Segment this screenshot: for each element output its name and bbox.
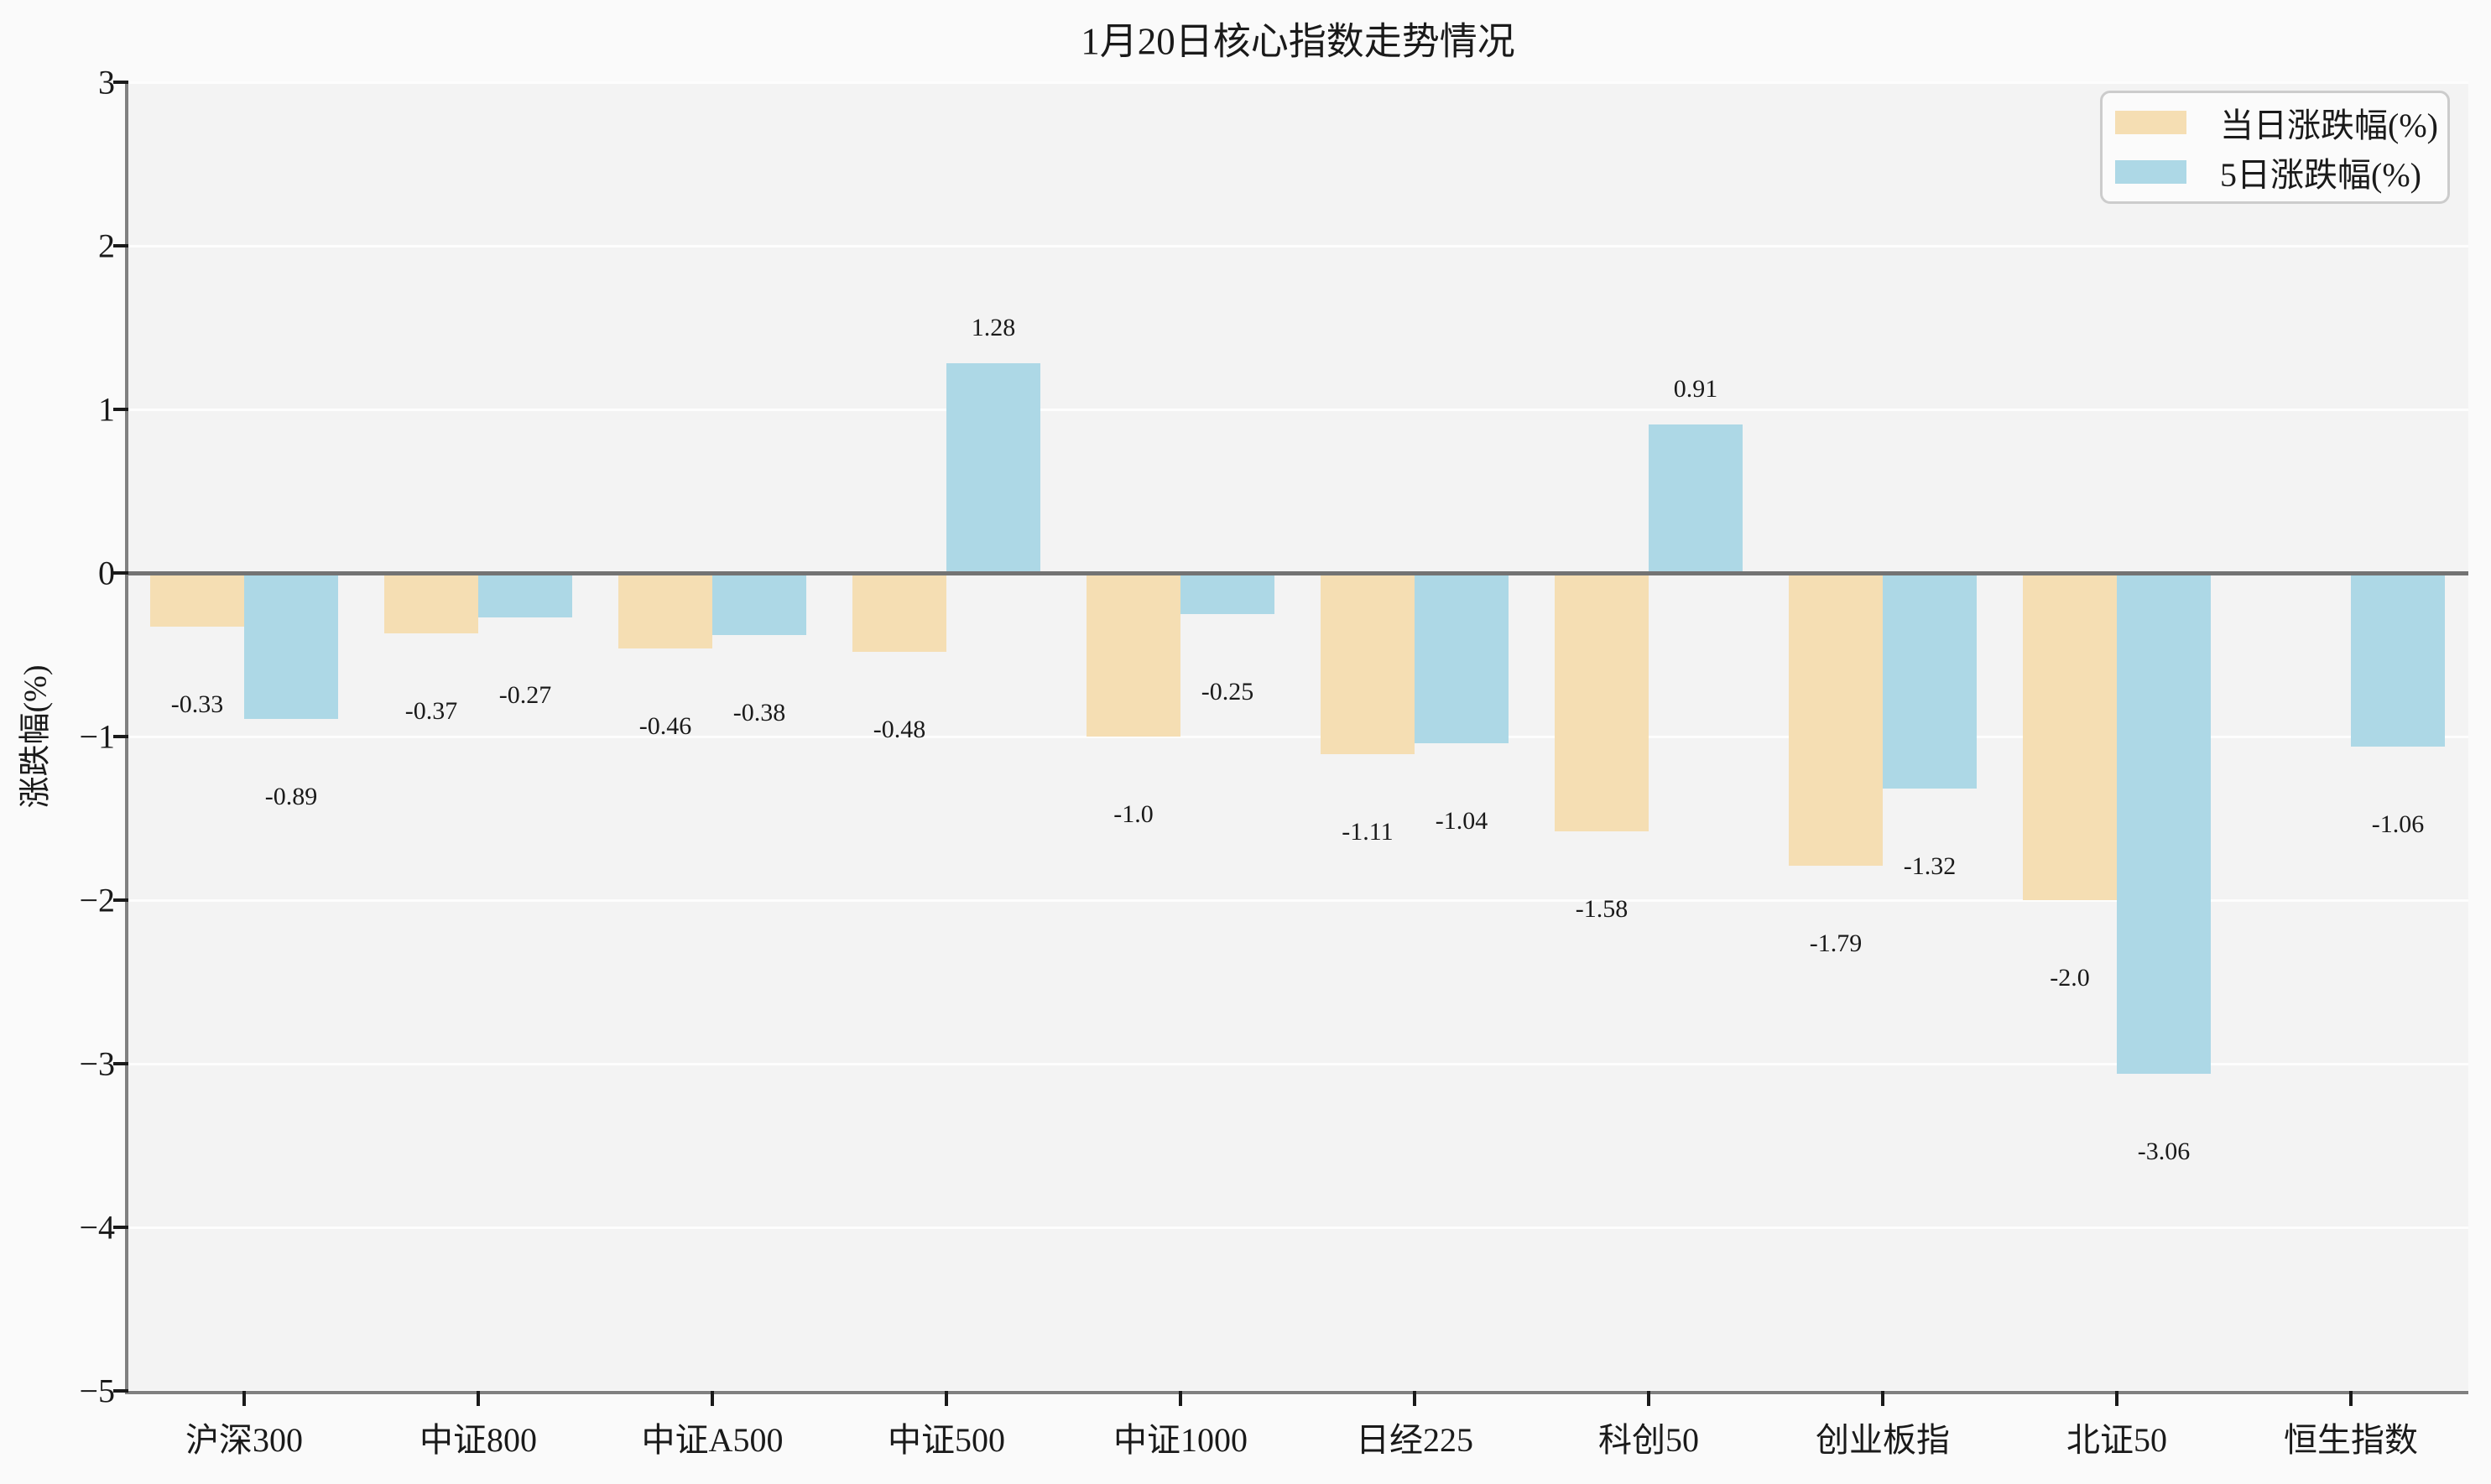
bar-value-label: -0.46 (638, 711, 692, 740)
y-tick-label: −4 (79, 1208, 115, 1247)
bar-daily-change (1555, 573, 1649, 832)
grid-line (128, 81, 2468, 84)
y-tick-label: 1 (98, 390, 115, 429)
bar-daily-change (852, 573, 946, 652)
bar-value-label: -0.33 (170, 690, 224, 719)
x-tick-mark (2349, 1391, 2353, 1406)
x-tick-label: 中证A500 (641, 1421, 784, 1459)
x-tick-label: 创业板指 (1816, 1421, 1950, 1459)
bar-5day-change (1649, 424, 1743, 573)
bar-value-label: -1.0 (1113, 800, 1154, 828)
bar-value-label: -1.06 (2371, 810, 2425, 838)
x-tick-mark (1179, 1391, 1182, 1406)
bar-daily-change (384, 573, 478, 634)
bar-value-label: -3.06 (2137, 1137, 2191, 1165)
bar-value-label: -1.79 (1809, 929, 1863, 958)
bar-5day-change (478, 573, 572, 617)
grid-line (128, 1226, 2468, 1229)
y-tick-mark (113, 408, 128, 411)
bar-5day-change (712, 573, 806, 636)
y-tick-mark (113, 244, 128, 247)
x-tick-mark (2115, 1391, 2118, 1406)
grid-line (128, 898, 2468, 902)
x-tick-mark (1413, 1391, 1416, 1406)
y-tick-label: −2 (79, 881, 115, 919)
x-tick-mark (945, 1391, 948, 1406)
grid-line (128, 1062, 2468, 1065)
bar-daily-change (150, 573, 244, 627)
bar-5day-change (946, 363, 1040, 573)
plot-area: -0.33 -0.37 -0.46 -0.48 -1.0 -1.11 -1.58 -1.79 -… (128, 81, 2468, 1393)
legend-swatch-5day (2115, 160, 2186, 185)
grid-line (128, 735, 2468, 738)
x-tick-mark (1647, 1391, 1650, 1406)
legend-item: 当日涨跌幅(%) (2115, 98, 2447, 147)
bar-value-label: -0.89 (264, 782, 318, 810)
x-tick-label: 科创50 (1598, 1421, 1699, 1459)
grid-line (128, 244, 2468, 247)
zero-baseline (128, 570, 2468, 575)
grid-line (128, 408, 2468, 411)
legend-label: 5日涨跌幅(%) (2220, 156, 2421, 195)
x-tick-label: 恒生指数 (2284, 1421, 2418, 1459)
bar-5day-change (244, 573, 338, 719)
x-tick-label: 沪深300 (185, 1421, 303, 1459)
bar-5day-change (1180, 573, 1274, 614)
legend-label: 当日涨跌幅(%) (2220, 106, 2438, 144)
y-tick-mark (113, 1226, 128, 1229)
bar-value-label: -2.0 (2050, 964, 2090, 992)
bar-5day-change (1883, 573, 1977, 789)
y-tick-label: 0 (98, 554, 115, 592)
bar-5day-change (1415, 573, 1509, 743)
bar-value-label: -1.11 (1342, 818, 1394, 846)
x-tick-label: 日经225 (1356, 1421, 1473, 1459)
y-tick-mark (113, 735, 128, 738)
bar-5day-change (2117, 573, 2211, 1074)
x-tick-label: 中证800 (420, 1421, 537, 1459)
bar-5day-change (2351, 573, 2445, 747)
legend: 当日涨跌幅(%) 5日涨跌幅(%) (2100, 91, 2450, 204)
x-tick-mark (242, 1391, 246, 1406)
legend-swatch-daily (2115, 110, 2186, 134)
bar-value-label: -1.58 (1575, 895, 1629, 924)
x-tick-mark (1881, 1391, 1884, 1406)
y-axis-spine (125, 82, 128, 1394)
x-tick-label: 北证50 (2066, 1421, 2167, 1459)
bar-daily-change (2023, 573, 2117, 900)
bar-value-label: -0.37 (404, 697, 458, 726)
y-tick-mark (113, 898, 128, 902)
y-tick-label: −1 (79, 717, 115, 756)
bar-daily-change (1321, 573, 1415, 755)
bar-value-label: -1.04 (1435, 806, 1488, 835)
x-tick-mark (477, 1391, 480, 1406)
y-tick-mark (113, 81, 128, 84)
legend-item: 5日涨跌幅(%) (2115, 148, 2447, 196)
y-tick-label: −3 (79, 1044, 115, 1083)
bar-value-label: -1.32 (1903, 852, 1957, 881)
bar-value-label: -0.38 (732, 699, 786, 727)
bar-value-label: -0.25 (1201, 677, 1254, 706)
x-tick-label: 中证500 (888, 1421, 1005, 1459)
bar-value-label: 0.91 (1673, 374, 1718, 403)
bar-value-label: -0.48 (873, 715, 926, 743)
x-axis-spine (125, 1391, 2468, 1394)
y-tick-mark (113, 1389, 128, 1393)
bar-value-label: 1.28 (971, 314, 1016, 342)
bar-daily-change (1087, 573, 1180, 737)
y-tick-mark (113, 571, 128, 575)
y-tick-label: −5 (79, 1372, 115, 1410)
y-tick-label: 2 (98, 227, 115, 265)
chart-title: 1月20日核心指数走势情况 (1081, 20, 1515, 63)
y-tick-label: 3 (98, 63, 115, 102)
x-tick-label: 中证1000 (1113, 1421, 1248, 1459)
bar-daily-change (618, 573, 712, 648)
x-tick-mark (711, 1391, 714, 1406)
y-tick-mark (113, 1062, 128, 1065)
bar-value-label: -0.27 (498, 680, 552, 709)
bar-daily-change (1789, 573, 1883, 867)
